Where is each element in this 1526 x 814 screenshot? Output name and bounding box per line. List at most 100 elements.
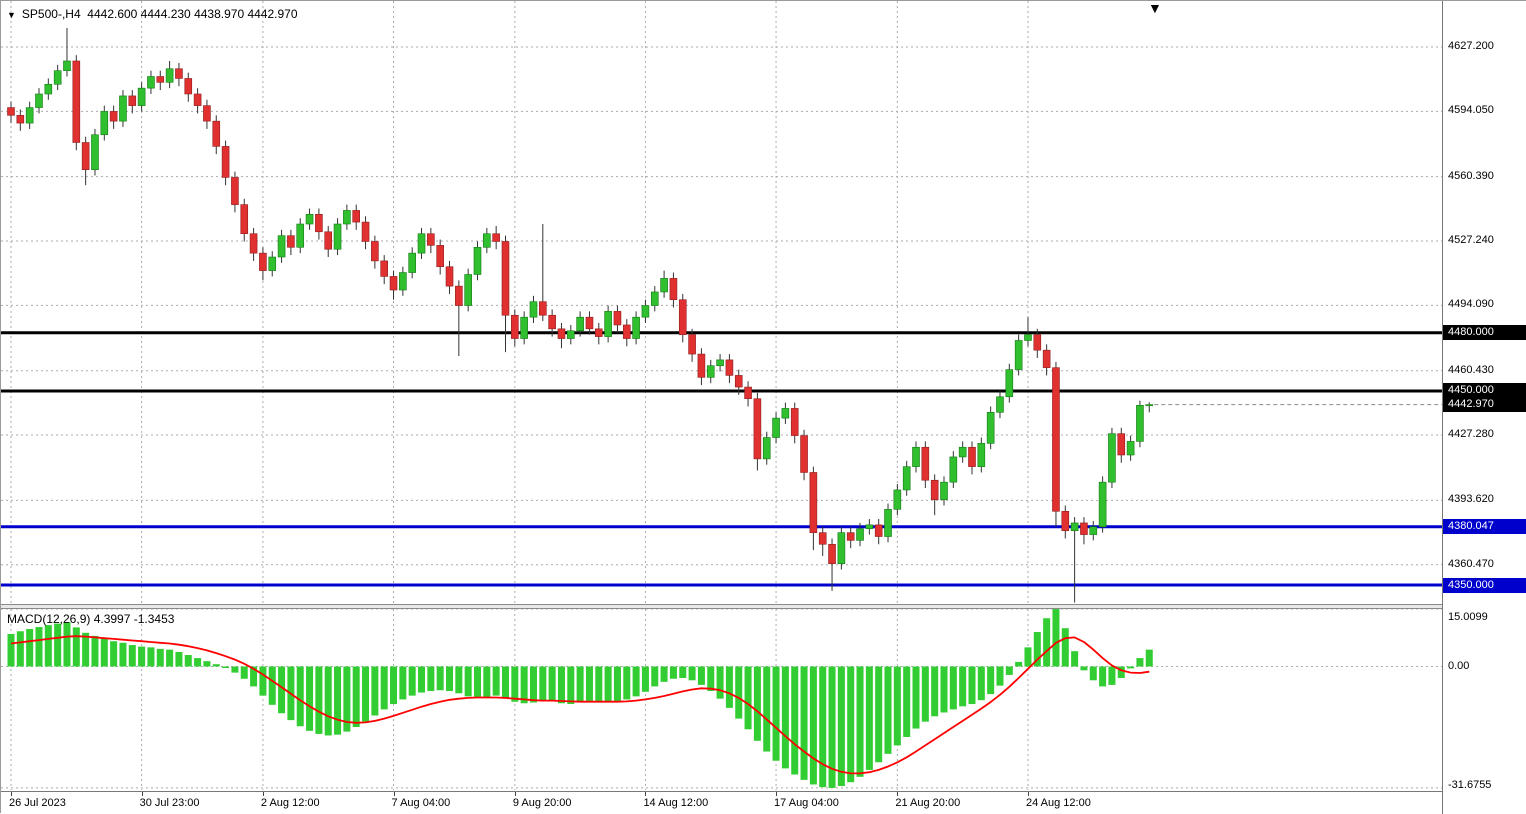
- candle[interactable]: [594, 328, 603, 337]
- candle[interactable]: [436, 245, 444, 268]
- candle[interactable]: [231, 177, 239, 205]
- candle[interactable]: [100, 111, 109, 136]
- price-chart-canvas[interactable]: [1, 1, 1442, 605]
- candle[interactable]: [305, 214, 314, 225]
- candle[interactable]: [492, 233, 500, 242]
- candle[interactable]: [91, 134, 99, 170]
- candle[interactable]: [846, 532, 855, 541]
- candle[interactable]: [1024, 334, 1032, 341]
- candle[interactable]: [986, 411, 995, 444]
- candle[interactable]: [53, 70, 62, 85]
- candle[interactable]: [63, 60, 71, 71]
- candle[interactable]: [72, 60, 81, 143]
- candle[interactable]: [520, 316, 528, 339]
- candle[interactable]: [613, 311, 622, 326]
- candle[interactable]: [333, 223, 342, 250]
- candle[interactable]: [669, 278, 678, 301]
- candle[interactable]: [1080, 522, 1088, 535]
- candle[interactable]: [893, 489, 902, 510]
- one-click-trading-arrow-icon[interactable]: ▼: [7, 10, 16, 20]
- candle[interactable]: [389, 276, 398, 291]
- candle[interactable]: [604, 311, 612, 337]
- candle[interactable]: [930, 479, 939, 500]
- candle[interactable]: [706, 365, 715, 378]
- candle[interactable]: [996, 396, 1004, 413]
- candle[interactable]: [809, 472, 818, 533]
- candle[interactable]: [455, 285, 463, 306]
- candle[interactable]: [548, 314, 556, 330]
- candle[interactable]: [874, 524, 883, 537]
- candle[interactable]: [511, 314, 519, 339]
- candle[interactable]: [632, 316, 640, 339]
- candle[interactable]: [622, 324, 631, 339]
- time-axis[interactable]: 26 Jul 2023 30 Jul 23:00 2 Aug 12:00 7 Aug …: [1, 791, 1442, 814]
- candle[interactable]: [1126, 441, 1135, 456]
- candle[interactable]: [464, 274, 472, 306]
- candle[interactable]: [949, 456, 958, 483]
- candle[interactable]: [576, 316, 584, 332]
- candle[interactable]: [1014, 340, 1023, 370]
- candle[interactable]: [744, 386, 752, 400]
- candle[interactable]: [25, 107, 34, 124]
- candle[interactable]: [147, 76, 155, 89]
- candle[interactable]: [380, 260, 389, 277]
- candle[interactable]: [762, 437, 771, 460]
- candle[interactable]: [483, 233, 491, 248]
- candle[interactable]: [1089, 526, 1098, 535]
- candle[interactable]: [240, 204, 249, 235]
- candle[interactable]: [221, 146, 230, 178]
- candle[interactable]: [324, 231, 333, 250]
- candle[interactable]: [212, 120, 221, 147]
- candle[interactable]: [800, 435, 808, 473]
- candle[interactable]: [958, 446, 967, 458]
- candle[interactable]: [781, 408, 790, 419]
- candle[interactable]: [1117, 433, 1126, 456]
- candle[interactable]: [1098, 481, 1107, 528]
- candle[interactable]: [184, 78, 193, 95]
- candle[interactable]: [7, 107, 15, 116]
- candle[interactable]: [268, 256, 277, 271]
- candle[interactable]: [641, 305, 650, 318]
- candle[interactable]: [772, 417, 780, 438]
- candle[interactable]: [688, 334, 696, 355]
- candle[interactable]: [837, 532, 846, 564]
- candle[interactable]: [912, 446, 920, 467]
- candle[interactable]: [884, 509, 892, 537]
- candle[interactable]: [1033, 334, 1042, 351]
- candle[interactable]: [557, 328, 566, 339]
- candle[interactable]: [203, 105, 211, 122]
- candle[interactable]: [501, 241, 510, 316]
- candle[interactable]: [818, 532, 827, 545]
- candle[interactable]: [790, 408, 799, 436]
- candle[interactable]: [352, 210, 361, 223]
- candle[interactable]: [156, 76, 165, 83]
- candle[interactable]: [408, 252, 416, 273]
- candle[interactable]: [277, 235, 286, 258]
- candle[interactable]: [109, 111, 118, 122]
- chart-shift-marker-icon[interactable]: ▼: [1148, 0, 1162, 16]
- price-axis[interactable]: 4627.200 4594.050 4560.390 4527.240 4494.090…: [1442, 1, 1526, 814]
- macd-chart-canvas[interactable]: [1, 609, 1442, 790]
- candle[interactable]: [716, 359, 724, 367]
- candle[interactable]: [529, 301, 538, 318]
- candle[interactable]: [399, 272, 407, 291]
- candle[interactable]: [259, 252, 267, 271]
- candle[interactable]: [566, 330, 575, 339]
- candle[interactable]: [1136, 405, 1144, 442]
- candle[interactable]: [296, 223, 305, 248]
- candle[interactable]: [1070, 522, 1079, 531]
- candle[interactable]: [445, 266, 454, 287]
- candle[interactable]: [417, 233, 426, 254]
- candle[interactable]: [977, 443, 986, 467]
- candle[interactable]: [343, 210, 351, 225]
- candle[interactable]: [1061, 510, 1070, 531]
- pane-resize-handle[interactable]: [1, 604, 1442, 609]
- candle[interactable]: [287, 235, 295, 248]
- candle[interactable]: [1052, 367, 1060, 512]
- candle[interactable]: [539, 301, 547, 316]
- candle[interactable]: [940, 481, 948, 500]
- candle[interactable]: [650, 291, 659, 306]
- candle[interactable]: [734, 375, 743, 388]
- candle[interactable]: [921, 446, 930, 481]
- candle[interactable]: [193, 93, 202, 106]
